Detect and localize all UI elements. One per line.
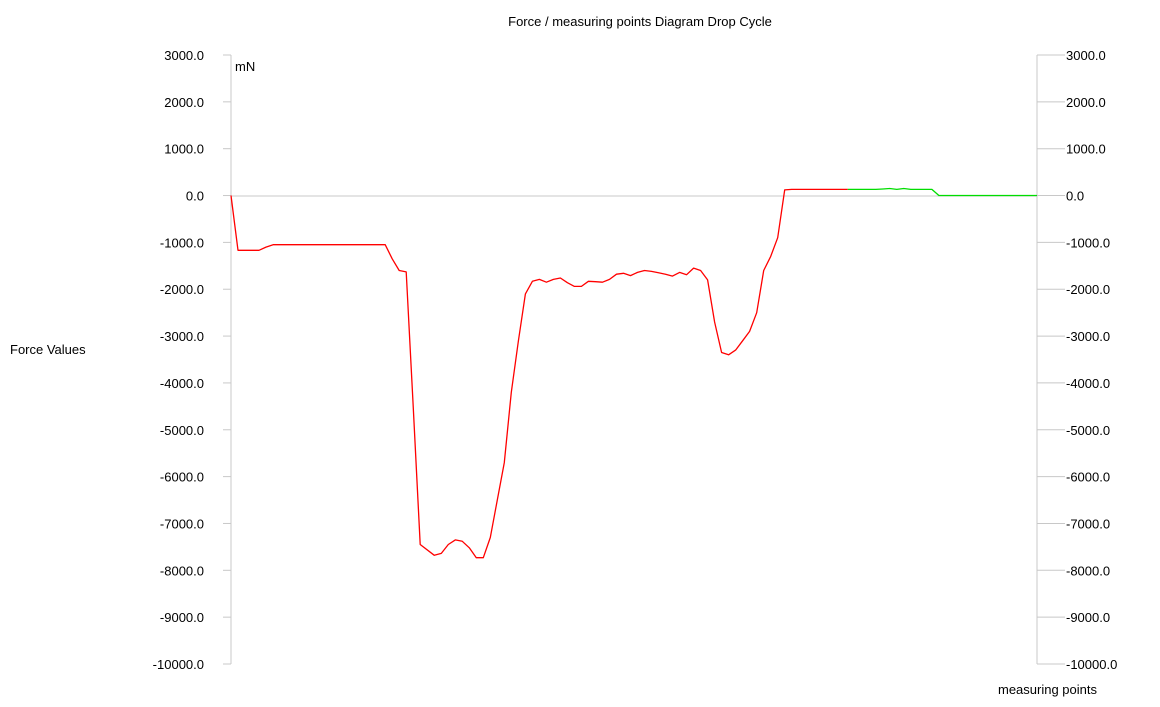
right-tick-label: -6000.0 [1066, 470, 1110, 485]
right-tick-label: -7000.0 [1066, 516, 1110, 531]
left-tick-label: 1000.0 [164, 142, 204, 157]
left-tick-label: -8000.0 [160, 563, 204, 578]
left-tick-label: -3000.0 [160, 329, 204, 344]
left-tick-label: -10000.0 [153, 657, 204, 672]
left-tick-label: -6000.0 [160, 470, 204, 485]
y-axis-title: Force Values [10, 342, 86, 357]
left-tick-label: -9000.0 [160, 610, 204, 625]
unit-label: mN [235, 59, 255, 74]
left-tick-label: -5000.0 [160, 423, 204, 438]
right-tick-label: -5000.0 [1066, 423, 1110, 438]
right-tick-label: -4000.0 [1066, 376, 1110, 391]
chart-title: Force / measuring points Diagram Drop Cy… [508, 14, 772, 29]
left-tick-label: 3000.0 [164, 48, 204, 63]
left-tick-label: -2000.0 [160, 282, 204, 297]
left-axis-ticks: 3000.0 2000.0 1000.0 0.0 -1000.0 -2000.0 -3000… [153, 48, 231, 672]
right-tick-label: -2000.0 [1066, 282, 1110, 297]
right-tick-label: -9000.0 [1066, 610, 1110, 625]
right-tick-label: 1000.0 [1066, 142, 1106, 157]
left-tick-label: 2000.0 [164, 95, 204, 110]
right-tick-label: 2000.0 [1066, 95, 1106, 110]
left-tick-label: 0.0 [186, 189, 204, 204]
left-tick-label: -1000.0 [160, 235, 204, 250]
right-tick-label: -3000.0 [1066, 329, 1110, 344]
right-tick-label: -8000.0 [1066, 563, 1110, 578]
right-tick-label: -10000.0 [1066, 657, 1117, 672]
right-tick-label: 3000.0 [1066, 48, 1106, 63]
left-tick-label: -7000.0 [160, 516, 204, 531]
right-tick-label: -1000.0 [1066, 235, 1110, 250]
series-group [230, 187, 1037, 559]
right-tick-label: 0.0 [1066, 189, 1084, 204]
series-line-1 [230, 188, 848, 559]
left-tick-label: -4000.0 [160, 376, 204, 391]
series-line-2 [847, 187, 1037, 197]
right-axis-ticks: 3000.0 2000.0 1000.0 0.0 -1000.0 -2000.0 -3000… [1037, 48, 1117, 672]
x-axis-title: measuring points [998, 682, 1097, 697]
